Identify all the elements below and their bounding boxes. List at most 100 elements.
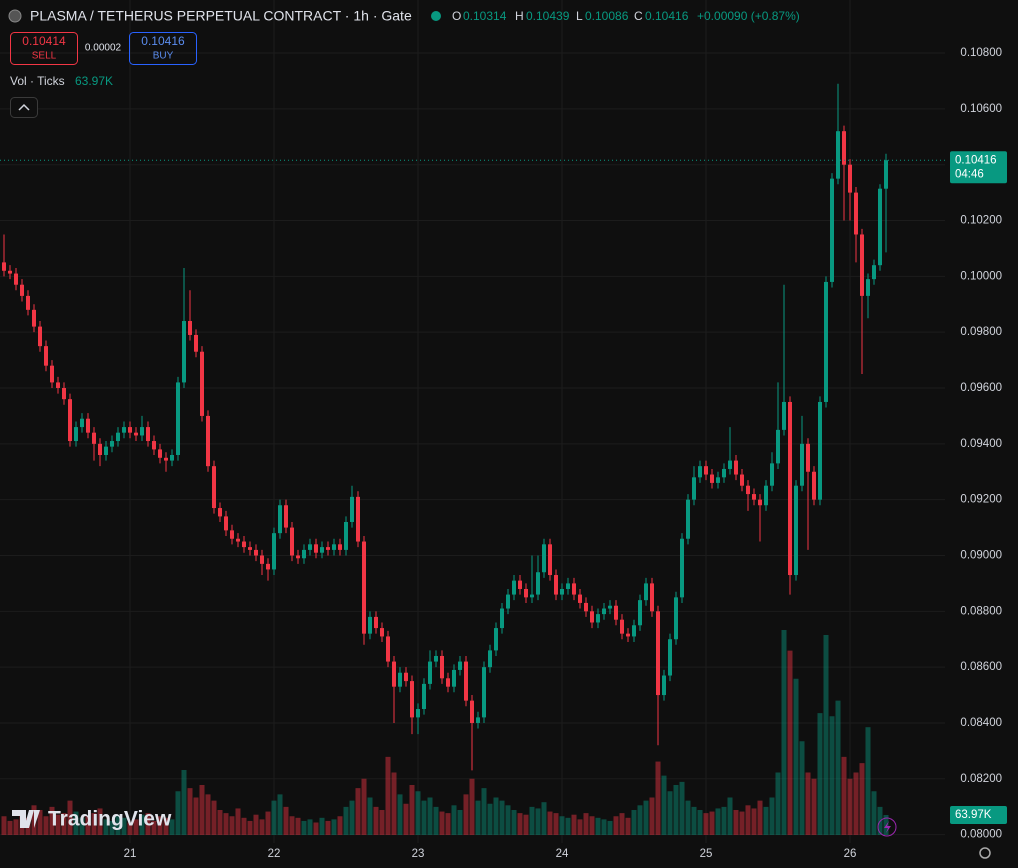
volume-bar bbox=[193, 797, 199, 835]
collapse-button[interactable] bbox=[10, 97, 38, 118]
volume-bar bbox=[805, 772, 811, 835]
candle-body bbox=[134, 432, 138, 436]
candle-body bbox=[518, 580, 522, 589]
volume-bar bbox=[385, 756, 391, 835]
title: PLASMA / TETHERUS PERPETUAL CONTRACT · 1… bbox=[30, 8, 412, 24]
candle-body bbox=[542, 544, 546, 573]
candle-body bbox=[122, 427, 126, 433]
volume-bar bbox=[733, 810, 739, 835]
volume-bar bbox=[583, 813, 589, 835]
candle-body bbox=[62, 388, 66, 400]
candle-body bbox=[686, 499, 690, 539]
volume-bar bbox=[7, 820, 13, 835]
buy-label[interactable]: BUY bbox=[153, 51, 174, 62]
candle-body bbox=[38, 326, 42, 347]
candle-body bbox=[740, 474, 744, 486]
candle-body bbox=[2, 262, 6, 271]
alert-icon[interactable] bbox=[877, 817, 897, 837]
candle-body bbox=[500, 608, 504, 629]
candle-body bbox=[806, 443, 810, 472]
volume-bar bbox=[463, 794, 469, 835]
candle-body bbox=[26, 295, 30, 310]
candle-body bbox=[212, 466, 216, 509]
volume-bar bbox=[847, 778, 853, 835]
candle-body bbox=[458, 661, 462, 670]
volume-bar bbox=[109, 820, 115, 835]
candle-body bbox=[242, 541, 246, 548]
volume-bar bbox=[55, 814, 61, 835]
last-price-badge bbox=[950, 151, 1007, 184]
candle-body bbox=[260, 555, 264, 564]
candle-body bbox=[422, 683, 426, 710]
candle-body bbox=[566, 583, 570, 589]
candle-body bbox=[716, 477, 720, 483]
sell-button[interactable] bbox=[10, 32, 78, 65]
candle-body bbox=[818, 401, 822, 500]
candle-body bbox=[572, 583, 576, 595]
volume-bar bbox=[163, 817, 169, 835]
symbol-icon bbox=[8, 9, 22, 23]
volume-badge bbox=[950, 806, 1007, 825]
legend-high: 0.10439 bbox=[526, 9, 570, 23]
volume-bar bbox=[67, 800, 73, 835]
x-tick-label: 22 bbox=[268, 848, 281, 860]
volume-bar bbox=[871, 791, 877, 835]
logo-mark bbox=[12, 810, 40, 828]
candle-body bbox=[32, 309, 36, 327]
watermark: TradingView bbox=[48, 808, 172, 831]
collapse-icon[interactable] bbox=[18, 103, 30, 111]
candle-body bbox=[50, 365, 54, 383]
grid bbox=[0, 0, 945, 843]
volume-bar bbox=[367, 797, 373, 835]
candle-body bbox=[602, 608, 606, 615]
volume-bar bbox=[241, 817, 247, 835]
alert-bolt[interactable] bbox=[884, 821, 891, 833]
candle-body bbox=[548, 544, 552, 576]
candle-body bbox=[470, 700, 474, 723]
volume-bar bbox=[883, 815, 889, 835]
volume-bar bbox=[79, 817, 85, 835]
overlay: 0.08000 0.08200 0.08400 0.08600 0.08800 0.090… bbox=[0, 47, 1007, 860]
candle-body bbox=[194, 334, 198, 352]
volume-bar bbox=[793, 678, 799, 835]
candle-body bbox=[374, 616, 378, 629]
volume-bar bbox=[445, 813, 451, 835]
x-tick-label: 24 bbox=[556, 848, 569, 860]
volume-bar bbox=[289, 816, 295, 835]
candle-body bbox=[350, 496, 354, 522]
candle-body bbox=[644, 583, 648, 601]
candle-body bbox=[488, 650, 492, 668]
candle-body bbox=[368, 616, 372, 634]
volume-bar bbox=[691, 806, 697, 835]
volume-bar bbox=[283, 806, 289, 835]
volume-bar bbox=[235, 808, 241, 835]
volume-bar bbox=[397, 794, 403, 835]
volume-bar bbox=[715, 808, 721, 835]
candle-body bbox=[704, 466, 708, 475]
buy-price[interactable]: 0.10416 bbox=[141, 34, 185, 48]
candle-body bbox=[794, 485, 798, 576]
candle-body bbox=[452, 669, 456, 687]
sell-label[interactable]: SELL bbox=[32, 51, 57, 62]
volume-bar bbox=[649, 797, 655, 835]
candle-body bbox=[308, 544, 312, 550]
volume-legend: Vol · Ticks bbox=[10, 74, 65, 88]
volume-bar bbox=[85, 816, 91, 835]
buy-button[interactable] bbox=[129, 32, 197, 65]
candle-body bbox=[230, 530, 234, 539]
candle-body bbox=[200, 351, 204, 416]
volume-bar bbox=[229, 816, 235, 835]
settings-icon[interactable] bbox=[979, 847, 991, 859]
candle-body bbox=[530, 594, 534, 598]
candle-body bbox=[392, 661, 396, 687]
volume-bar bbox=[769, 797, 775, 835]
y-tick-label: 0.09000 bbox=[960, 550, 1002, 562]
candle-body bbox=[170, 454, 174, 461]
sell-price[interactable]: 0.10414 bbox=[22, 34, 66, 48]
volume-bar bbox=[271, 800, 277, 835]
volume-bar bbox=[307, 819, 313, 835]
volume-bar bbox=[643, 800, 649, 835]
candle-body bbox=[152, 441, 156, 450]
candle-body bbox=[746, 485, 750, 495]
